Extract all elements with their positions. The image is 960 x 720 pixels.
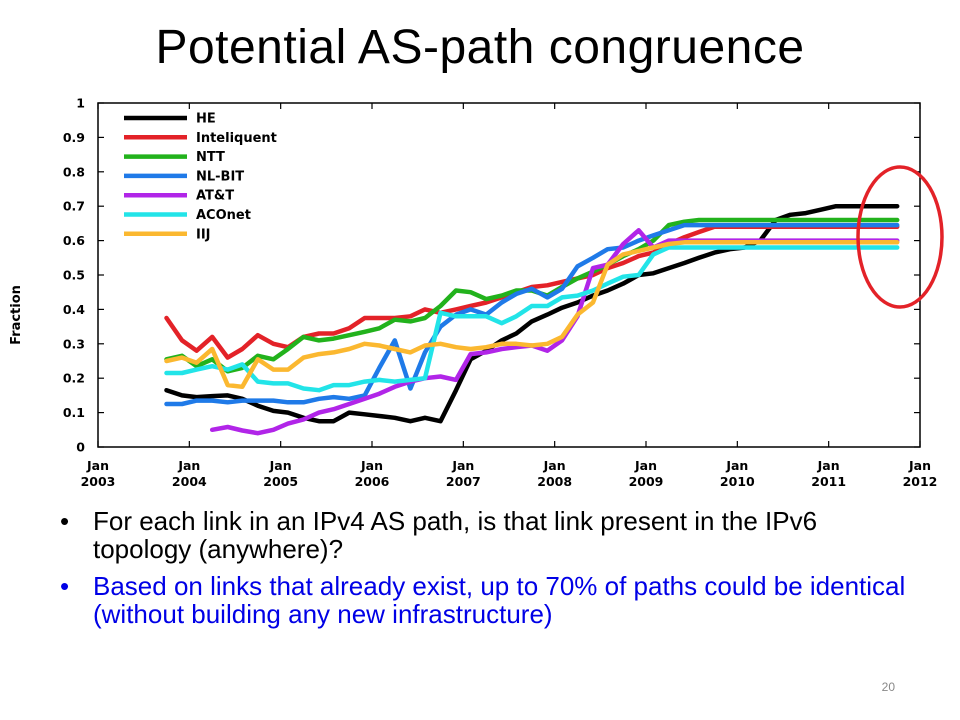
y-axis-label: Fraction <box>9 285 24 345</box>
x-tick-label-month: Jan <box>634 458 657 473</box>
legend-label-nl-bit: NL-BIT <box>196 169 244 184</box>
legend-label-ntt: NTT <box>196 150 225 165</box>
slide-title: Potential AS-path congruence <box>155 21 805 74</box>
y-tick-label: 0.8 <box>63 164 85 179</box>
page-number: 20 <box>881 680 895 694</box>
legend-label-inteliquent: Inteliquent <box>196 131 277 146</box>
legend-label-iij: IIJ <box>196 227 211 242</box>
y-tick-label: 0.2 <box>63 371 85 386</box>
x-tick-label-month: Jan <box>360 458 383 473</box>
bullet-item-2: Based on links that already exist, up to… <box>60 572 920 628</box>
x-tick-label-month: Jan <box>451 458 474 473</box>
y-tick-label: 0.4 <box>63 302 85 317</box>
x-tick-label-month: Jan <box>908 458 931 473</box>
x-tick-label-month: Jan <box>269 458 292 473</box>
x-tick-label-month: Jan <box>177 458 200 473</box>
x-tick-label-year: 2006 <box>355 474 390 489</box>
x-tick-label-month: Jan <box>543 458 566 473</box>
series-line-iij <box>164 240 900 390</box>
x-tick-label-year: 2003 <box>81 474 116 489</box>
bullet-list: For each link in an IPv4 AS path, is tha… <box>60 507 920 637</box>
legend-label-at-t: AT&T <box>196 189 234 204</box>
y-tick-label: 0.3 <box>63 336 85 351</box>
x-tick-label-year: 2005 <box>263 474 298 489</box>
x-tick-label-year: 2004 <box>172 474 207 489</box>
y-tick-label: 0.6 <box>63 233 85 248</box>
legend-label-aconet: ACOnet <box>196 208 251 223</box>
legend-label-he: HE <box>196 112 216 127</box>
highlight-circle <box>856 165 944 309</box>
chart-axes: 00.10.20.30.40.50.60.70.80.91Jan2003Jan2… <box>63 96 938 490</box>
x-tick-label-year: 2012 <box>903 474 938 489</box>
series-line-aconet <box>164 245 900 393</box>
y-tick-label: 0 <box>76 440 85 455</box>
x-tick-label-year: 2007 <box>446 474 481 489</box>
x-tick-label-month: Jan <box>86 458 109 473</box>
x-tick-label-month: Jan <box>817 458 840 473</box>
line-chart: 00.10.20.30.40.50.60.70.80.91Jan2003Jan2… <box>9 96 944 490</box>
chart-series <box>164 203 900 436</box>
chart-legend: HE Inteliquent NTT NL-BIT AT&T ACOnet IIJ <box>124 112 277 242</box>
y-tick-label: 0.7 <box>63 199 85 214</box>
x-tick-label-year: 2009 <box>629 474 664 489</box>
bullet-item-1: For each link in an IPv4 AS path, is tha… <box>60 507 920 563</box>
y-tick-label: 0.1 <box>63 405 85 420</box>
y-tick-label: 1 <box>76 96 85 111</box>
x-tick-label-year: 2011 <box>811 474 846 489</box>
y-tick-label: 0.9 <box>63 130 85 145</box>
y-tick-label: 0.5 <box>63 268 85 283</box>
series-line-at-t <box>209 228 900 436</box>
x-tick-label-month: Jan <box>725 458 748 473</box>
x-tick-label-year: 2008 <box>537 474 572 489</box>
x-tick-label-year: 2010 <box>720 474 755 489</box>
series-line-nl-bit <box>164 222 900 407</box>
